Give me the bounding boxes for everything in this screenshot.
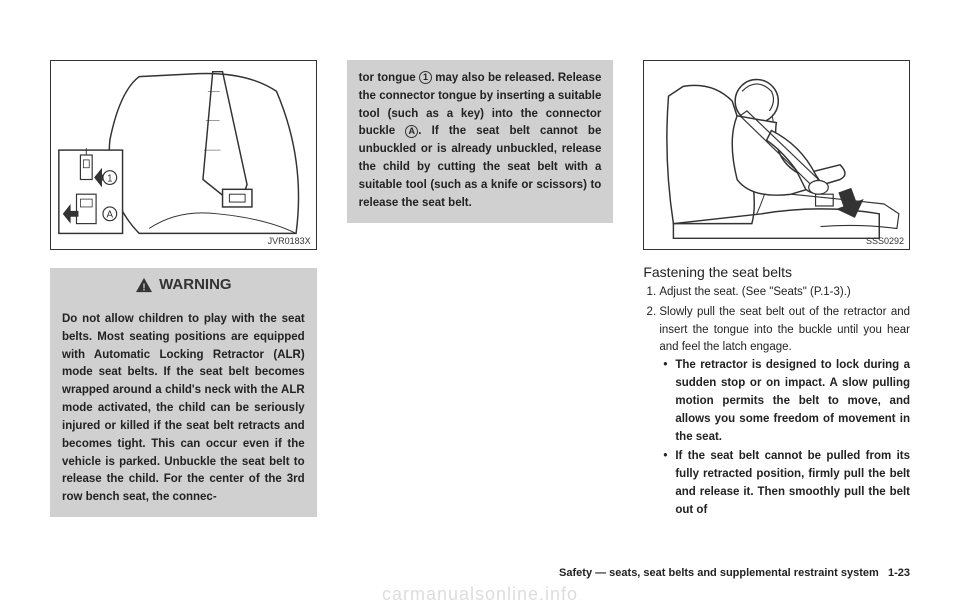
- step-1: Adjust the seat. (See "Seats" (P.1-3).): [659, 284, 910, 302]
- column-3: SSS0292 Fastening the seat belts Adjust …: [643, 60, 910, 522]
- warning-triangle-icon: !: [135, 277, 153, 293]
- footer-chapter: Safety — seats, seat belts and supplemen…: [559, 567, 879, 579]
- warning-body-text: Do not allow children to play with the s…: [50, 301, 317, 517]
- warning-cont-part3: . If the seat belt cannot be unbuckled o…: [359, 125, 602, 208]
- column-1: 1 A JVR0183X ! WARNING Do not allow chil…: [50, 60, 317, 522]
- section-heading-fastening: Fastening the seat belts: [643, 264, 910, 280]
- step-2: Slowly pull the seat belt out of the ret…: [659, 304, 910, 520]
- figure-seatbelt-connector: 1 A JVR0183X: [50, 60, 317, 250]
- bullet-belt-stuck: If the seat belt cannot be pulled from i…: [675, 448, 910, 519]
- illustration-connector: 1 A: [51, 61, 316, 249]
- page-content: 1 A JVR0183X ! WARNING Do not allow chil…: [0, 0, 960, 542]
- warning-cont-part1: tor tongue: [359, 72, 419, 84]
- step-2-bullets: The retractor is designed to lock during…: [659, 357, 910, 519]
- step-2-text: Slowly pull the seat belt out of the ret…: [659, 306, 910, 354]
- figure-label-1: JVR0183X: [268, 236, 311, 246]
- circled-1-icon: 1: [419, 71, 432, 84]
- figure-fastening-belt: SSS0292: [643, 60, 910, 250]
- footer-page: 1-23: [888, 567, 910, 579]
- column-2: tor tongue 1 may also be released. Relea…: [347, 60, 614, 522]
- illustration-fastening: [644, 61, 909, 249]
- page-footer: Safety — seats, seat belts and supplemen…: [559, 567, 910, 579]
- svg-text:1: 1: [107, 173, 112, 184]
- bullet-retractor-lock: The retractor is designed to lock during…: [675, 357, 910, 446]
- figure-label-2: SSS0292: [866, 236, 904, 246]
- warning-title: WARNING: [159, 276, 232, 293]
- fastening-steps: Adjust the seat. (See "Seats" (P.1-3).) …: [643, 284, 910, 522]
- svg-text:!: !: [142, 282, 145, 293]
- warning-header: ! WARNING: [50, 268, 317, 301]
- warning-continuation: tor tongue 1 may also be released. Relea…: [347, 60, 614, 223]
- watermark: carmanualsonline.info: [382, 584, 578, 605]
- circled-a-icon: A: [405, 125, 418, 138]
- svg-text:A: A: [107, 210, 114, 221]
